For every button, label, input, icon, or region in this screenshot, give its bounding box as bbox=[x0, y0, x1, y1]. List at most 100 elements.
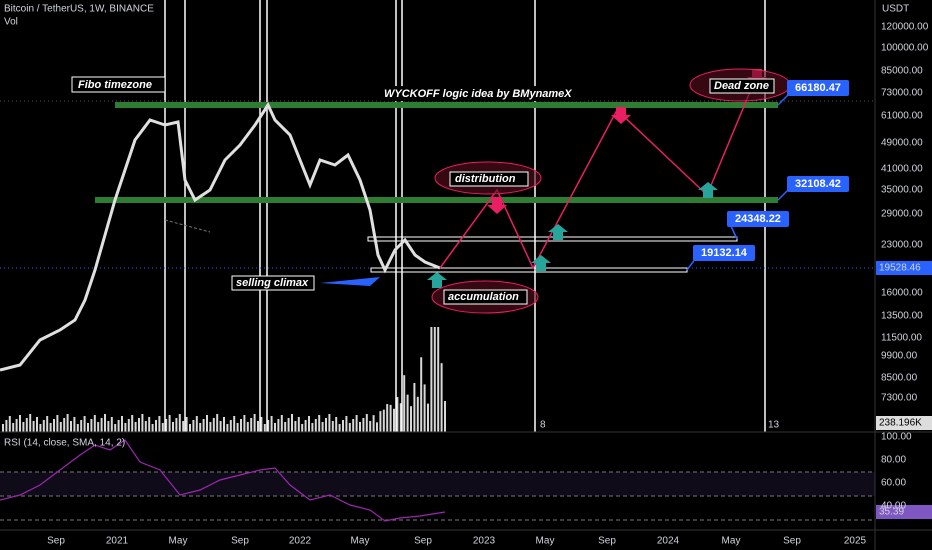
volume-bar bbox=[243, 415, 246, 432]
rsi-label: 100.00 bbox=[881, 432, 912, 443]
annotation: Dead zone bbox=[714, 80, 769, 92]
volume-bar bbox=[29, 414, 32, 432]
volume-bar bbox=[226, 424, 229, 432]
price-label: 41000.00 bbox=[881, 164, 923, 175]
volume-bar bbox=[49, 423, 52, 432]
volume-bar bbox=[379, 411, 382, 432]
fibo-count: 8 bbox=[540, 420, 546, 431]
resistance-band bbox=[115, 102, 778, 108]
volume-bar bbox=[15, 419, 18, 432]
volume-bar bbox=[100, 418, 103, 432]
volume-bar bbox=[158, 416, 161, 432]
volume-bar bbox=[263, 424, 266, 432]
volume-bar bbox=[110, 417, 113, 432]
volume-bar bbox=[294, 421, 297, 432]
volume-bar bbox=[338, 424, 341, 432]
volume-bar bbox=[345, 416, 348, 432]
volume-bar bbox=[202, 419, 205, 432]
volume-bar bbox=[403, 375, 406, 432]
volume-bar bbox=[284, 422, 287, 432]
annotation-box bbox=[709, 78, 775, 94]
volume-bar bbox=[114, 424, 117, 432]
volume-bar bbox=[73, 417, 76, 432]
time-label: May bbox=[722, 536, 741, 547]
volume-bar bbox=[376, 422, 378, 432]
rsi-label: 40.00 bbox=[881, 501, 906, 512]
volume-bar bbox=[301, 424, 304, 432]
volume-bar bbox=[165, 419, 168, 432]
fibo-count: 13 bbox=[768, 420, 780, 431]
volume-bar bbox=[440, 363, 443, 432]
volume-bar bbox=[260, 417, 263, 432]
volume-bar bbox=[182, 421, 185, 432]
tag-text: 19132.14 bbox=[701, 247, 748, 259]
volume-bar bbox=[59, 422, 62, 432]
rsi-box bbox=[876, 505, 932, 519]
tag-box bbox=[787, 176, 849, 192]
volume-bar bbox=[172, 422, 174, 432]
volume-bar bbox=[372, 415, 375, 432]
annotation-box bbox=[380, 86, 588, 101]
time-label: Sep bbox=[414, 536, 432, 547]
volume-bar bbox=[314, 419, 317, 432]
price-label: 9900.00 bbox=[881, 351, 918, 362]
last-price-box bbox=[876, 261, 932, 275]
volume-bar bbox=[195, 416, 198, 432]
annotation-box bbox=[449, 171, 529, 187]
time-label: Sep bbox=[598, 536, 616, 547]
price-label: 35000.00 bbox=[881, 185, 923, 196]
volume-bar bbox=[219, 421, 222, 432]
volume-bar bbox=[240, 419, 242, 432]
volume-bar bbox=[416, 396, 419, 432]
volume-bar bbox=[87, 423, 89, 432]
volume-bar bbox=[97, 422, 100, 432]
volume-bar bbox=[274, 423, 276, 432]
rsi-label: 80.00 bbox=[881, 455, 906, 466]
volume-bar bbox=[444, 401, 446, 432]
volume-bar bbox=[433, 327, 436, 432]
price-label: 120000.00 bbox=[881, 22, 929, 33]
volume-bar bbox=[104, 414, 106, 432]
volume-bar bbox=[423, 384, 426, 432]
volume-bar bbox=[117, 420, 120, 432]
rsi-label: 60.00 bbox=[881, 478, 906, 489]
price-label: 85000.00 bbox=[881, 66, 923, 77]
volume-bar bbox=[141, 414, 144, 432]
annotation: distribution bbox=[455, 173, 516, 185]
volume-bar bbox=[127, 419, 130, 432]
tag-text: 32108.42 bbox=[795, 178, 841, 190]
annotation-box bbox=[443, 289, 528, 305]
time-label: 2021 bbox=[106, 536, 129, 547]
volume-bar bbox=[192, 420, 195, 432]
volume-bar bbox=[304, 420, 307, 432]
volume-bar bbox=[236, 423, 239, 432]
volume-bar bbox=[175, 418, 178, 432]
time-label: May bbox=[169, 536, 188, 547]
volume-bar bbox=[151, 424, 154, 432]
volume-bar bbox=[93, 415, 96, 432]
volume-bar bbox=[178, 414, 181, 432]
price-label: 29000.00 bbox=[881, 209, 923, 220]
time-label: Sep bbox=[231, 536, 249, 547]
volume-bar bbox=[161, 423, 164, 432]
rsi-line bbox=[0, 439, 446, 522]
volume-bar bbox=[382, 409, 385, 432]
price-label: 7300.00 bbox=[881, 393, 918, 404]
volume-bar bbox=[32, 421, 35, 432]
time-label: Sep bbox=[783, 536, 801, 547]
volume-bar bbox=[80, 420, 83, 432]
price-label: 73000.00 bbox=[881, 88, 923, 99]
volume-value: 238.196K bbox=[879, 418, 922, 429]
price-label: 61000.00 bbox=[881, 111, 923, 122]
volume-bar bbox=[212, 418, 215, 432]
tag-text: 24348.22 bbox=[735, 213, 781, 225]
volume-bar bbox=[287, 418, 290, 432]
volume-bar bbox=[335, 417, 338, 432]
volume-bar bbox=[25, 418, 28, 432]
volume-bar bbox=[311, 423, 314, 432]
time-label: May bbox=[351, 536, 370, 547]
volume-bar bbox=[321, 422, 324, 432]
price-label: 23000.00 bbox=[881, 240, 923, 251]
volume-bar bbox=[359, 422, 361, 432]
